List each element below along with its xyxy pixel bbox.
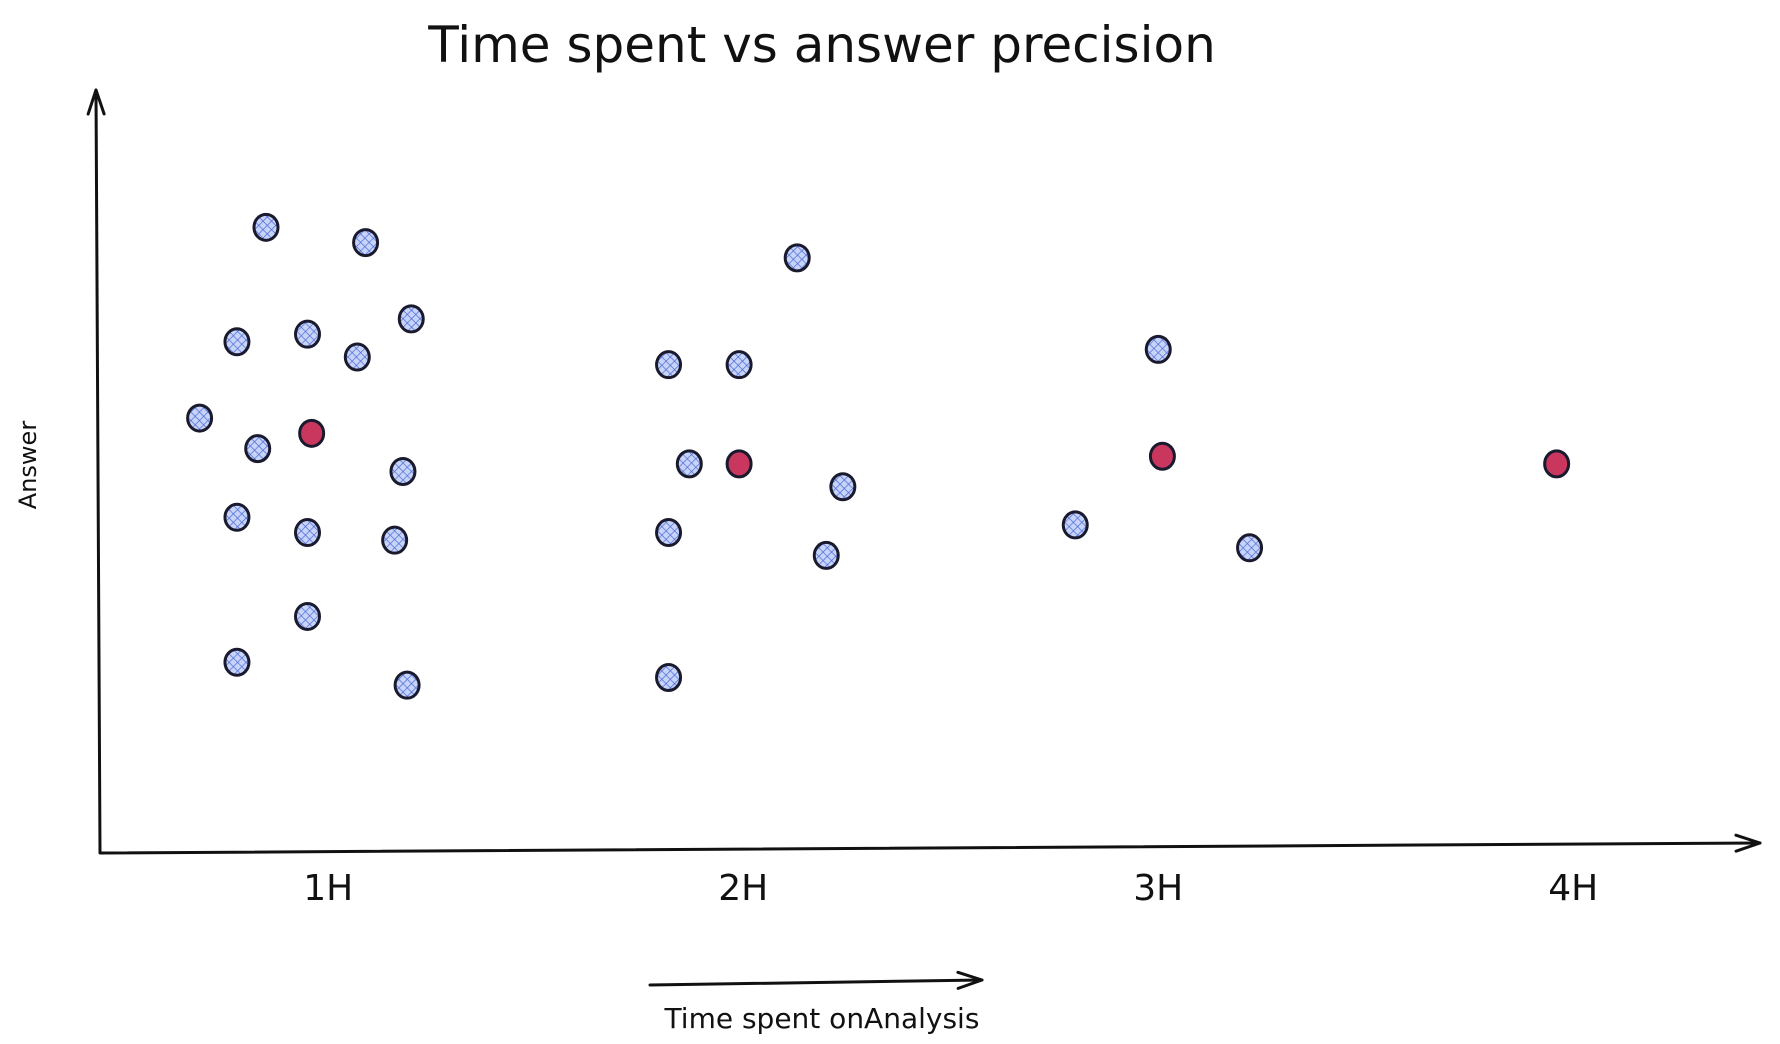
answer-point bbox=[389, 457, 417, 486]
answer-point bbox=[1236, 533, 1264, 563]
answer-point bbox=[223, 647, 251, 677]
answer-point bbox=[725, 350, 753, 380]
answer-point bbox=[381, 525, 409, 555]
data-points bbox=[186, 212, 1571, 700]
y-axis bbox=[86, 88, 106, 854]
x-tick-label: 3H bbox=[1133, 868, 1183, 909]
x-axis bbox=[98, 833, 1762, 855]
answer-point bbox=[829, 472, 857, 502]
answer-point bbox=[675, 449, 703, 479]
correct-answer-point bbox=[1543, 449, 1571, 479]
answer-point bbox=[294, 319, 321, 349]
x-axis-label: Time spent onAnalysis bbox=[664, 1002, 980, 1035]
answer-point bbox=[812, 540, 840, 570]
answer-point bbox=[1061, 510, 1089, 540]
answer-point bbox=[655, 350, 683, 380]
answer-point bbox=[343, 342, 371, 372]
answer-point bbox=[352, 228, 380, 258]
answer-point bbox=[655, 663, 683, 693]
answer-point bbox=[223, 327, 251, 357]
x-tick-label: 2H bbox=[718, 868, 768, 909]
correct-answer-point bbox=[298, 418, 326, 448]
chart-title: Time spent vs answer precision bbox=[427, 16, 1216, 74]
answer-point bbox=[244, 434, 272, 464]
answer-point bbox=[783, 243, 811, 273]
answer-point bbox=[186, 403, 214, 433]
answer-point bbox=[1144, 334, 1172, 364]
answer-point bbox=[393, 670, 421, 700]
answer-point bbox=[655, 518, 683, 548]
answer-point bbox=[223, 502, 251, 532]
answer-point bbox=[397, 304, 425, 334]
correct-answer-point bbox=[725, 449, 753, 479]
answer-point bbox=[294, 601, 321, 631]
x-tick-labels: 1H 2H 3H 4H bbox=[303, 868, 1598, 909]
x-label-arrow bbox=[648, 970, 984, 990]
x-tick-label: 1H bbox=[303, 868, 353, 909]
correct-answer-point bbox=[1148, 441, 1176, 471]
answer-point bbox=[294, 518, 321, 548]
y-axis-label: Answer bbox=[14, 421, 42, 510]
answer-point bbox=[252, 212, 280, 242]
x-tick-label: 4H bbox=[1548, 868, 1598, 909]
